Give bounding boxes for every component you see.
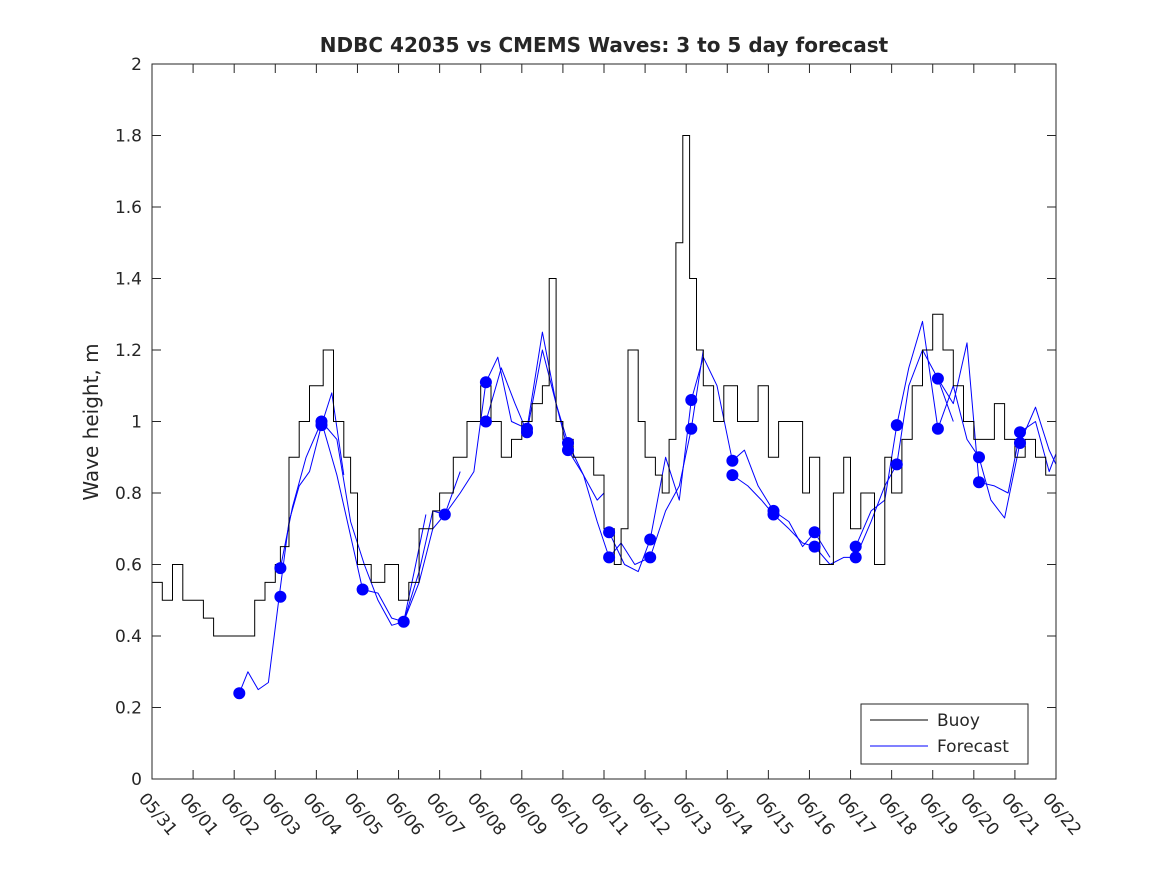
forecast-marker: [274, 590, 287, 603]
y-axis-label: Wave height, m: [79, 343, 103, 500]
forecast-line: [937, 342, 1057, 494]
y-tick-label: 0.2: [115, 699, 142, 719]
forecast-marker: [808, 526, 821, 539]
forecast-marker: [479, 376, 492, 389]
y-tick-label: 1.2: [115, 341, 142, 361]
forecast-marker: [315, 419, 328, 432]
forecast-marker: [931, 422, 944, 435]
forecast-marker: [726, 469, 739, 482]
forecast-marker: [438, 508, 451, 521]
y-tick-label: 1.8: [115, 127, 142, 147]
forecast-marker: [1014, 437, 1026, 449]
forecast-marker: [479, 415, 492, 428]
buoy-line: [152, 135, 1056, 637]
legend-buoy-label: Buoy: [937, 711, 980, 731]
y-tick-label: 0.6: [115, 556, 142, 576]
y-axis: 0 0.2 0.4 0.6 0.8 1 1.2 1.4 1.6 1.8 2: [115, 55, 1056, 790]
forecast-marker: [356, 583, 369, 596]
forecast-marker: [685, 394, 698, 406]
forecast-marker: [274, 562, 287, 575]
forecast-marker: [397, 615, 410, 628]
forecast-marker: [973, 451, 985, 464]
legend-forecast-label: Forecast: [937, 737, 1009, 757]
forecast-marker: [890, 419, 903, 432]
forecast-marker: [726, 454, 739, 467]
forecast-marker: [849, 540, 862, 553]
forecast-line: [855, 320, 1057, 547]
forecast-marker: [849, 551, 862, 564]
chart-title: NDBC 42035 vs CMEMS Waves: 3 to 5 day fo…: [320, 33, 889, 57]
plot-area: [152, 64, 1056, 779]
y-tick-label: 1: [131, 413, 142, 433]
forecast-marker: [973, 476, 985, 489]
forecast-marker: [685, 422, 698, 435]
forecast-line: [485, 349, 704, 565]
forecast-marker: [603, 551, 616, 564]
forecast-marker: [562, 444, 574, 457]
forecast-line: [608, 356, 831, 573]
forecast-markers: [233, 372, 1026, 700]
forecast-marker: [644, 533, 657, 546]
y-tick-label: 0: [131, 770, 142, 790]
buoy-series: [152, 135, 1056, 637]
forecast-marker: [644, 551, 657, 564]
legend: Buoy Forecast: [860, 703, 1029, 765]
forecast-marker: [603, 526, 616, 539]
y-tick-label: 1.4: [115, 270, 142, 290]
y-tick-label: 0.8: [115, 484, 142, 504]
y-tick-label: 2: [131, 55, 142, 75]
forecast-line: [403, 331, 605, 622]
forecast-marker: [521, 426, 533, 439]
forecast-marker: [233, 687, 246, 700]
forecast-marker: [1014, 426, 1026, 439]
forecast-line: [321, 421, 461, 623]
legend-box: [860, 703, 1029, 765]
y-tick-label: 1.6: [115, 198, 142, 218]
forecast-marker: [808, 540, 821, 553]
forecast-marker: [890, 458, 903, 471]
y-tick-label: 0.4: [115, 627, 142, 647]
forecast-marker: [767, 508, 780, 521]
forecast-marker: [931, 372, 944, 385]
